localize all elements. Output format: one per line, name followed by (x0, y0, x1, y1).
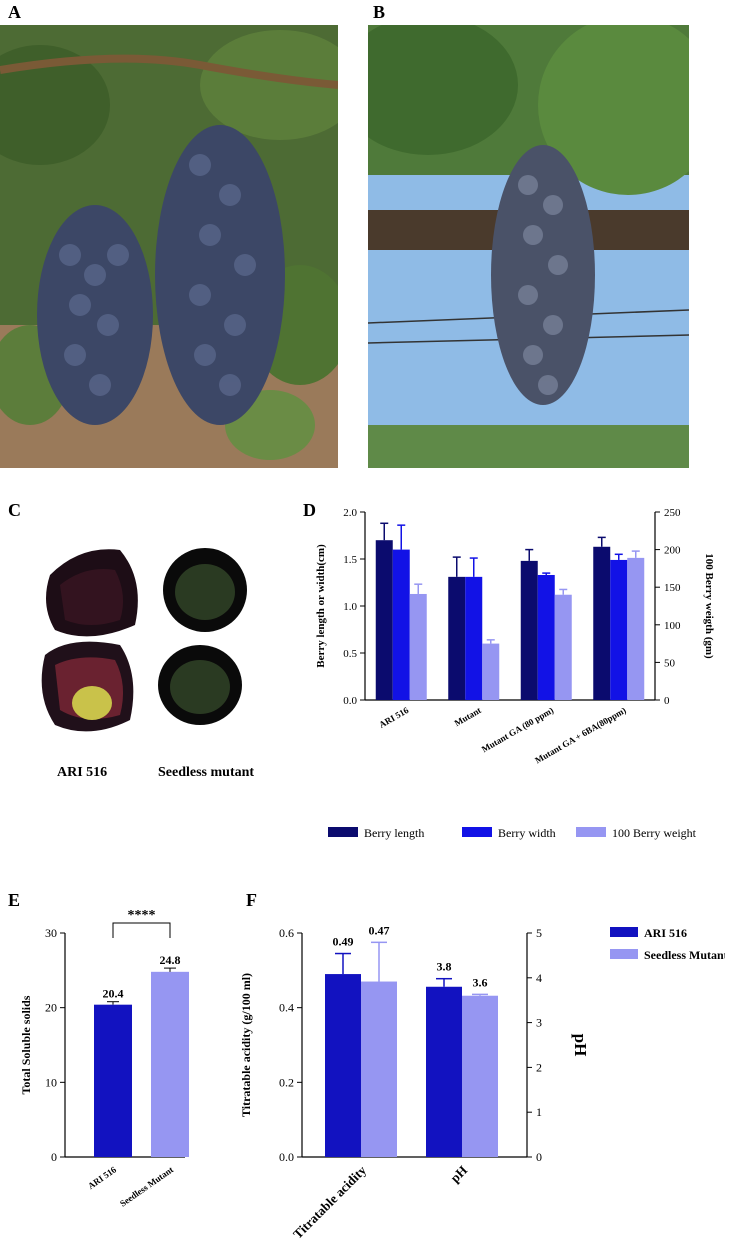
d-legend-swatch (576, 827, 606, 837)
f-bar (462, 995, 498, 1157)
f-right-tick-label: 3 (536, 1016, 542, 1030)
f-data-label: 3.6 (473, 975, 488, 989)
f-data-label: 0.47 (369, 923, 390, 937)
d-bar (520, 560, 538, 700)
photo-b-grape-cluster (368, 25, 689, 468)
chart-e-soluble-solids: 0 10 20 30 Total Soluble solids 20.4 ARI 516 24… (19, 908, 189, 1209)
f-left-tick-label: 0.2 (279, 1075, 294, 1089)
f-data-label: 3.8 (437, 960, 452, 974)
chart-f-acidity-ph: 0.0 0.2 0.4 0.6 0 1 2 3 4 5 Titratable acidity (g/… (240, 923, 725, 1240)
panel-label-f: F (246, 890, 257, 910)
d-left-tick-label: 1.5 (343, 554, 357, 566)
e-data-label: 20.4 (103, 987, 124, 1001)
f-left-tick-label: 0.4 (279, 1001, 294, 1015)
e-significance-bracket (112, 922, 171, 938)
d-right-tick-label: 50 (664, 657, 676, 669)
panel-label-a: A (8, 2, 21, 22)
f-right-tick-label: 5 (536, 926, 542, 940)
f-bar (426, 986, 462, 1157)
panel-label-e: E (8, 890, 21, 910)
panel-label-d: D (303, 500, 316, 520)
f-right-tick-label: 1 (536, 1105, 542, 1119)
panel-label-c: C (8, 500, 21, 520)
e-tick-label: 20 (45, 1001, 57, 1015)
f-legend-swatch (610, 949, 638, 959)
f-legend-label: Seedless Mutant (644, 948, 725, 962)
f-category-label: pH (447, 1163, 470, 1186)
photo-a-grape-clusters (0, 25, 338, 468)
d-y-axis-label: Berry length or width(cm) (315, 544, 327, 668)
e-category-label: ARI 516 (86, 1164, 119, 1191)
d-left-tick-label: 1.0 (343, 601, 357, 613)
f-left-tick-label: 0.6 (279, 926, 294, 940)
f-bar (361, 981, 397, 1157)
d-bar (448, 576, 466, 700)
e-tick-label: 30 (45, 926, 57, 940)
f-right-tick-label: 4 (536, 971, 542, 985)
e-bar (94, 1004, 132, 1157)
photo-c-cut-berries (30, 535, 280, 750)
d-bar (465, 576, 483, 700)
d-right-tick-label: 200 (664, 545, 681, 557)
d-category-label: Mutant GA (80 ppm) (480, 705, 555, 754)
e-bar (151, 971, 189, 1157)
d-bar (593, 546, 611, 700)
f-right-tick-label: 0 (536, 1150, 542, 1164)
f-y2-axis-label: pH (571, 1034, 590, 1057)
e-y-axis-label: Total Soluble solids (19, 995, 33, 1094)
f-left-tick-label: 0.0 (279, 1150, 294, 1164)
d-legend-swatch (328, 827, 358, 837)
e-data-label: 24.8 (160, 953, 181, 967)
d-bar (627, 557, 645, 700)
d-bar (554, 594, 572, 700)
e-tick-label: 10 (45, 1075, 57, 1089)
d-category-label: ARI 516 (377, 705, 410, 730)
d-legend-label: Berry width (498, 826, 556, 840)
d-bar (409, 593, 427, 700)
d-left-tick-label: 2.0 (343, 507, 357, 519)
d-legend-label: 100 Berry weight (612, 826, 697, 840)
d-right-tick-label: 250 (664, 507, 681, 519)
d-bar (392, 549, 410, 700)
d-category-label: Mutant (453, 705, 483, 728)
d-y2-axis-label: 100 Berry weigth (gm) (703, 553, 715, 659)
f-legend-label: ARI 516 (644, 926, 687, 940)
f-y-axis-label: Titratable acidity (g/100 ml) (240, 973, 253, 1117)
f-category-label: Titratable acidity (290, 1162, 369, 1240)
d-legend-label: Berry length (364, 826, 424, 840)
f-legend-swatch (610, 927, 638, 937)
d-bar (375, 540, 393, 700)
photo-c-label-ari516: ARI 516 (57, 765, 108, 780)
d-left-tick-label: 0.0 (343, 695, 357, 707)
panel-label-b: B (373, 2, 386, 22)
d-right-tick-label: 150 (664, 582, 681, 594)
d-bar (537, 574, 555, 700)
chart-d-berry-size: 0.0 0.5 1.0 1.5 2.0 0 50 100 150 200 250 Berry leng… (315, 507, 715, 840)
d-right-tick-label: 0 (664, 695, 670, 707)
e-significance-label: **** (128, 908, 156, 923)
d-bar (610, 559, 628, 700)
f-data-label: 0.49 (333, 935, 354, 949)
photo-c-label-seedless: Seedless mutant (158, 765, 255, 780)
d-bar (482, 643, 500, 700)
e-tick-label: 0 (51, 1150, 57, 1164)
d-right-tick-label: 100 (664, 620, 681, 632)
f-right-tick-label: 2 (536, 1060, 542, 1074)
d-left-tick-label: 0.5 (343, 648, 357, 660)
f-bar (325, 974, 361, 1157)
e-category-label: Seedless Mutant (118, 1164, 175, 1208)
d-legend-swatch (462, 827, 492, 837)
